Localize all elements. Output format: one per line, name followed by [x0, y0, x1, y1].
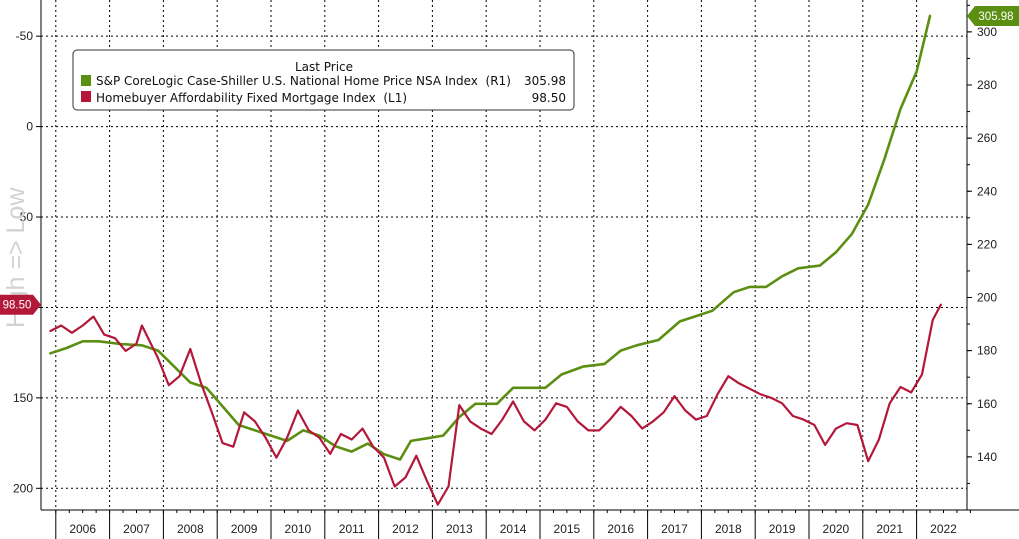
legend-entry-2-name: Homebuyer Affordability Fixed Mortgage I… [96, 91, 407, 105]
right-tick-label: 140 [977, 450, 997, 464]
year-label: 2011 [339, 522, 365, 536]
year-label: 2017 [661, 522, 688, 536]
legend-entry-1-value: 305.98 [524, 74, 566, 88]
year-label: 2015 [554, 522, 581, 536]
left-tick-label: -50 [16, 29, 34, 43]
last-value-tag-right [967, 5, 1019, 26]
year-label: 2008 [177, 522, 204, 536]
right-tick-label: 160 [977, 397, 997, 411]
left-tick-label: 200 [13, 481, 33, 495]
year-label: 2016 [607, 522, 634, 536]
left-tick-label: 50 [20, 210, 34, 224]
legend: Last Price S&P CoreLogic Case-Shiller U.… [72, 49, 575, 111]
series-lines [49, 14, 942, 506]
year-label: 2018 [715, 522, 742, 536]
right-tick-label: 180 [977, 344, 997, 358]
year-label: 2014 [500, 522, 527, 536]
x-axis-year-labels: 2006 2007 2008 2009 2010 2011 2012 2013 2014 2015… [55, 510, 971, 539]
legend-swatch-green [81, 75, 91, 86]
last-value-tags: 305.98 98.50 [0, 5, 1019, 315]
legend-swatch-red [81, 91, 91, 102]
left-tick-label: 0 [26, 120, 33, 134]
year-label: 2007 [123, 522, 150, 536]
right-tick-label: 240 [977, 184, 997, 198]
legend-entry-1-name: S&P CoreLogic Case-Shiller U.S. National… [96, 74, 511, 88]
left-tick-label: 150 [13, 391, 33, 405]
right-tick-label: 220 [977, 237, 997, 251]
year-label: 2009 [231, 522, 258, 536]
last-value-tag-left [0, 294, 41, 315]
year-label: 2020 [823, 522, 850, 536]
year-label: 2006 [69, 522, 96, 536]
year-label: 2012 [392, 522, 419, 536]
year-label: 2013 [446, 522, 473, 536]
legend-entry-2-value: 98.50 [532, 91, 566, 105]
right-tick-label: 280 [977, 78, 997, 92]
last-value-tag-right-label: 305.98 [978, 11, 1013, 23]
right-tick-label: 260 [977, 131, 997, 145]
last-value-tag-left-label: 98.50 [3, 300, 32, 312]
year-label: 2019 [769, 522, 796, 536]
right-axis-ticks: 140 160 180 200 220 240 260 280 300 [967, 4, 997, 484]
affordability-index-line [49, 303, 942, 506]
legend-header: Last Price [295, 60, 353, 74]
right-tick-label: 300 [977, 25, 997, 39]
year-label: 2021 [876, 522, 903, 536]
year-label: 2022 [930, 522, 957, 536]
right-tick-label: 200 [977, 291, 997, 305]
year-label: 2010 [285, 522, 312, 536]
legend-box [72, 49, 575, 111]
